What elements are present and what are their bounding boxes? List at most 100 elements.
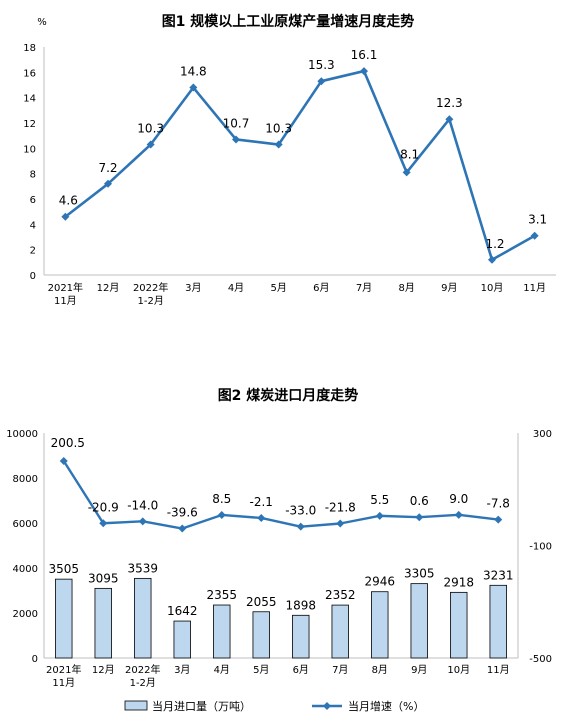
chart1-data-point	[488, 255, 496, 264]
chart2-bar-label: 2946	[364, 575, 395, 589]
chart2-bar	[94, 587, 112, 659]
chart2-bar-label: 2355	[206, 588, 237, 602]
chart1-points	[61, 67, 539, 264]
chart1-data-point	[445, 115, 454, 124]
chart1-x-tick-label: 2021年	[48, 281, 83, 294]
chart2-right-y-tick-label: 300	[533, 429, 552, 440]
chart1-x-tick-label: 6月	[313, 282, 329, 294]
chart2-legend: 当月进口量（万吨） 当月增速（%）	[124, 699, 424, 713]
chart1-y-tick-label: 16	[23, 68, 36, 79]
chart2-data-point	[494, 515, 503, 524]
chart1-y-tick-label: 18	[23, 43, 36, 54]
chart1-y-tick-label: 12	[23, 119, 36, 130]
chart1-data-label: 10.3	[265, 122, 292, 136]
chart2-data-point	[375, 511, 384, 520]
chart2-bar	[173, 620, 191, 659]
chart1-data-label: 8.1	[400, 147, 419, 161]
chart1-data-label: 10.3	[137, 122, 164, 136]
chart2-bar	[371, 591, 389, 659]
chart2-x-tick-label: 5月	[253, 664, 269, 676]
chart2-bar-label: 2352	[325, 588, 356, 602]
chart2-x-tick-label: 7月	[332, 664, 348, 676]
chart2-line-path	[62, 460, 499, 530]
chart2-bar-label: 1642	[167, 604, 198, 618]
chart2-data-point	[336, 519, 345, 528]
chart1-data-point	[146, 140, 155, 149]
chart2-line-label: 9.0	[449, 492, 468, 506]
chart2-bar	[331, 604, 349, 659]
chart1-x-tick-label: 1-2月	[137, 295, 163, 307]
chart2-right-y-tick-label: -100	[529, 542, 552, 553]
chart2-bar	[213, 604, 231, 659]
chart2-x-tick-label: 2021年	[46, 663, 81, 676]
chart1-data-point	[317, 77, 326, 86]
chart1-line-path	[64, 69, 536, 262]
chart1-y-tick-label: 4	[30, 220, 36, 231]
chart2-line-label: -33.0	[285, 504, 316, 518]
chart1-series-line	[64, 69, 536, 262]
chart2-points	[59, 456, 503, 533]
chart2-bar-label: 1898	[285, 598, 316, 612]
chart1-x-tick-label: 7月	[356, 282, 372, 294]
chart1-data-label: 3.1	[528, 213, 547, 227]
chart2-x-tick-label: 12月	[92, 664, 115, 676]
chart2-left-y-ticks: 0 2000 4000 6000 8000 10000	[6, 429, 38, 665]
chart1-data-label: 4.6	[59, 194, 78, 208]
legend-line-label: 当月增速（%）	[348, 699, 424, 713]
chart2-data-point	[454, 510, 463, 519]
chart1-data-point	[274, 140, 283, 149]
chart2-bar	[134, 577, 152, 659]
chart1-axes	[43, 47, 556, 276]
chart2-x-tick-label: 2022年	[125, 663, 160, 676]
chart1-x-tick-label: 10月	[481, 282, 504, 294]
chart2-line-label: 0.6	[410, 494, 429, 508]
chart2-left-y-tick-label: 4000	[13, 564, 38, 575]
chart1: 图1 规模以上工业原煤产量增速月度走势 % 0 2 4 6 8 10 12 14 16 18 20…	[23, 13, 556, 307]
chart1-y-tick-label: 14	[23, 94, 36, 105]
chart2-x-tick-label: 11月	[487, 664, 510, 676]
chart2-bar-label: 2918	[443, 575, 474, 589]
chart2-line-labels: 200.5 -20.9 -14.0 -39.6 8.5 -2.1 -33.0 -21.8 5.5…	[51, 436, 510, 520]
chart1-data-labels: 4.6 7.2 10.3 14.8 10.7 10.3 15.3 16.1 8.1 12.3 1.2…	[59, 48, 547, 251]
chart2-bars	[55, 577, 507, 659]
chart2-left-y-tick-label: 8000	[13, 474, 38, 485]
chart2-x-tick-label: 4月	[214, 664, 230, 676]
chart2-bar-label: 3505	[48, 562, 79, 576]
chart2-x-tick-label: 6月	[293, 664, 309, 676]
chart1-y-tick-label: 0	[30, 271, 36, 282]
chart2-data-point	[99, 519, 108, 528]
chart1-data-label: 16.1	[351, 48, 378, 62]
chart2-bar-label: 3539	[127, 561, 158, 575]
chart1-data-point	[104, 179, 112, 188]
chart2-left-y-tick-label: 6000	[13, 519, 38, 530]
chart2-line-label: -7.8	[487, 497, 510, 511]
chart1-x-tick-label: 2022年	[133, 281, 168, 294]
chart2-x-tick-label: 1-2月	[130, 677, 156, 689]
chart2-right-y-tick-label: -500	[529, 654, 552, 665]
legend-line-marker	[323, 702, 331, 710]
chart1-data-point	[189, 83, 198, 92]
chart1-x-tick-label: 9月	[441, 282, 457, 294]
chart1-y-ticks: 0 2 4 6 8 10 12 14 16 18	[23, 43, 36, 282]
chart2-axes	[43, 433, 519, 659]
chart1-data-point	[232, 135, 240, 144]
chart2-line-label: 200.5	[51, 436, 85, 450]
chart2-bar-label: 3095	[88, 571, 119, 585]
chart1-x-tick-label: 3月	[185, 282, 201, 294]
chart2-x-tick-label: 8月	[372, 664, 388, 676]
chart2-x-tick-label: 10月	[447, 664, 470, 676]
chart1-data-label: 7.2	[98, 161, 117, 175]
chart2-data-point	[415, 513, 424, 522]
chart2-line-label: -2.1	[250, 495, 273, 509]
chart1-x-tick-label: 11月	[54, 295, 77, 307]
chart2-data-point	[59, 456, 68, 465]
chart2-data-point	[217, 510, 226, 519]
chart2-left-y-tick-label: 2000	[13, 609, 38, 620]
chart1-x-tick-label: 8月	[398, 282, 414, 294]
chart2-x-tick-label: 9月	[411, 664, 427, 676]
chart1-x-tick-label: 12月	[97, 282, 120, 294]
